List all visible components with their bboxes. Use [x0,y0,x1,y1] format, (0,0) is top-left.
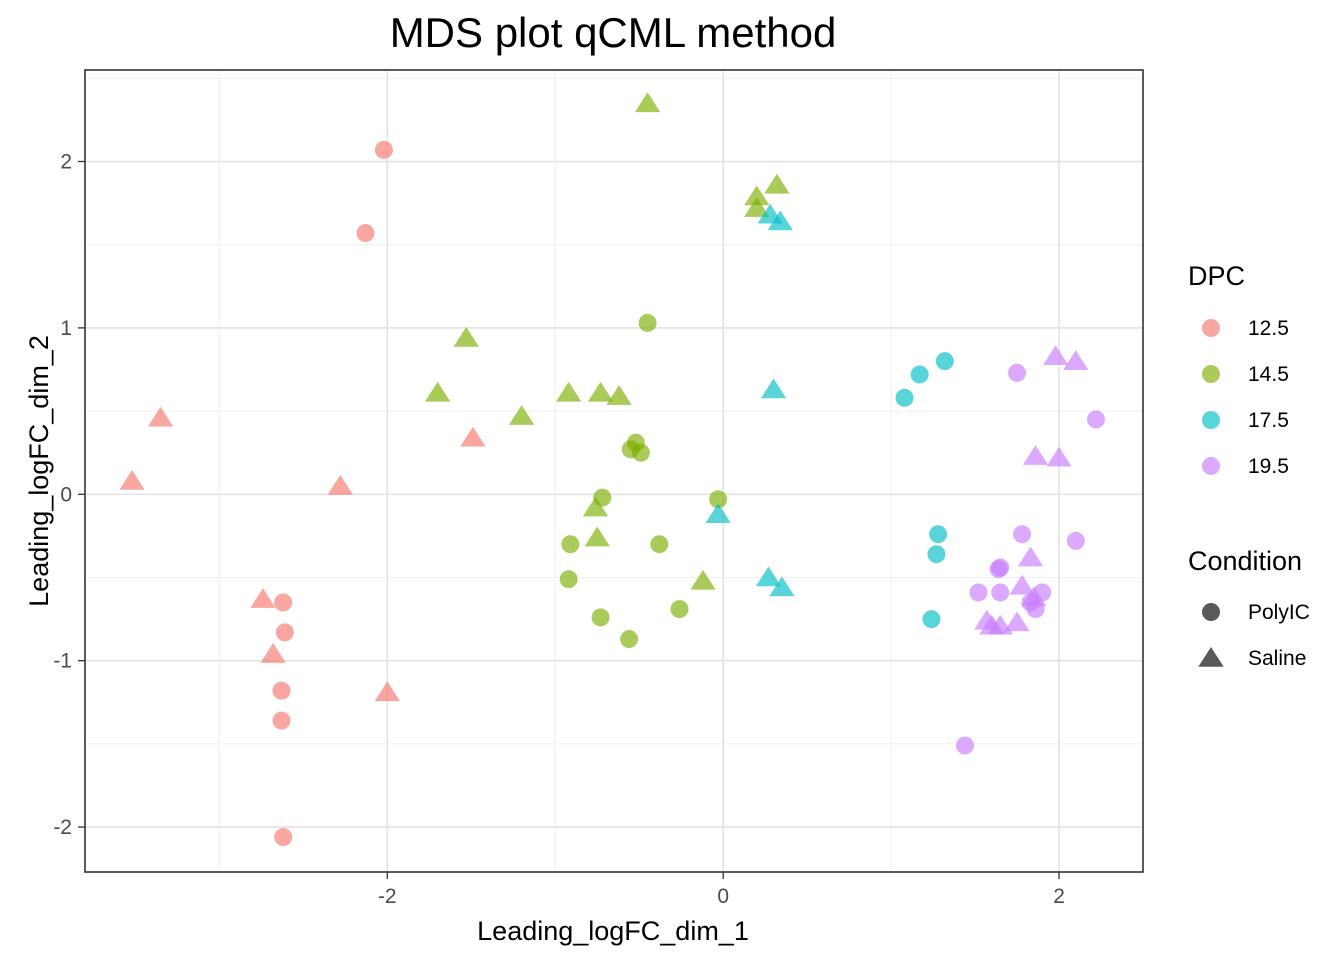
data-point-triangle [1046,446,1072,467]
data-point-triangle [582,496,609,517]
data-point-triangle [744,185,770,206]
data-point-triangle [1022,445,1049,465]
data-point-circle [927,545,946,564]
x-tick-label: -2 [378,885,397,908]
data-point-circle [670,600,689,619]
data-point-circle [935,352,954,371]
data-point-circle [274,828,293,847]
y-tick-label: 1 [60,317,72,340]
data-point-triangle [508,405,535,425]
data-point-triangle [584,526,610,547]
data-point-triangle [606,385,632,405]
data-point-triangle [769,576,795,597]
data-point-triangle [425,381,451,402]
y-tick-label: -1 [53,650,72,673]
data-point-circle [1086,410,1105,429]
data-point-triangle [767,210,793,231]
data-point-circle [1013,525,1032,544]
data-point-triangle [1043,345,1069,365]
data-point-triangle [460,426,486,447]
legend-title-dpc: DPC [1188,261,1245,291]
data-point-triangle [760,378,787,399]
plot-border [84,69,1144,873]
data-point-triangle [556,381,582,402]
data-point-circle [591,608,610,627]
data-point-triangle [587,381,614,402]
data-point-triangle [744,197,770,217]
data-point-triangle [1004,611,1030,632]
data-point-circle [638,313,657,332]
data-point-circle [895,388,914,407]
legend-key-saline [1198,647,1224,667]
data-point-circle [955,736,974,755]
data-point-triangle [764,173,790,194]
y-tick-label: 0 [60,483,72,506]
data-point-circle [650,535,669,554]
data-point-circle [272,681,291,700]
legend-key-dpc [1202,319,1220,337]
data-point-circle [620,630,639,649]
data-point-triangle [327,474,353,495]
data-point-triangle [705,503,731,524]
legend-label-dpc: 14.5 [1248,363,1289,386]
legend-label-dpc: 12.5 [1248,317,1289,340]
plot-panel: -2 0 2 -2 -1 0 1 2 [53,69,1144,908]
data-point-circle [991,583,1010,602]
data-point-circle [922,610,941,629]
legend-label-condition: Saline [1248,647,1306,670]
chart-title: MDS plot qCML method [390,9,837,56]
data-point-circle [274,593,293,612]
data-point-circle [969,583,988,602]
data-point-triangle [260,643,286,663]
y-tick-label: 2 [60,151,72,174]
data-point-circle [356,224,375,243]
legend-label-dpc: 17.5 [1248,409,1289,432]
data-point-triangle [1021,586,1047,607]
legend-title-condition: Condition [1188,546,1302,576]
legend: DPC 12.5 14.5 17.5 19.5 Condition PolyIC Saline [1188,261,1310,670]
data-point-triangle [453,326,479,347]
data-point-triangle [1009,574,1035,595]
data-point-circle [272,711,291,730]
x-axis-title: Leading_logFC_dim_1 [477,916,749,946]
data-point-circle [929,525,948,544]
data-point-triangle [690,569,716,590]
data-point-circle [561,535,580,554]
legend-key-dpc [1202,365,1220,383]
data-point-circle [989,560,1008,579]
data-point-triangle [374,681,400,702]
legend-key-polyic [1202,603,1220,621]
data-point-triangle [1063,350,1089,370]
x-tick-label: 2 [1053,885,1065,908]
data-point-triangle [119,469,145,490]
legend-label-dpc: 19.5 [1248,455,1289,478]
data-point-circle [1066,531,1085,550]
data-point-triangle [147,406,174,427]
legend-key-dpc [1202,457,1220,475]
legend-key-dpc [1202,411,1220,429]
legend-label-condition: PolyIC [1248,601,1310,624]
data-point-triangle [1017,546,1044,567]
data-point-triangle [634,92,661,113]
data-point-triangle [250,588,276,608]
data-point-circle [910,365,929,384]
data-point-circle [1008,363,1027,382]
data-point-circle [374,140,393,159]
data-point-circle [709,490,728,509]
data-point-circle [631,443,650,462]
x-tick-label: 0 [717,885,729,908]
y-axis-title: Leading_logFC_dim_2 [24,335,54,607]
data-point-triangle [755,566,782,587]
data-point-circle [559,570,578,589]
y-tick-label: -2 [53,816,72,839]
data-point-circle [275,623,294,642]
